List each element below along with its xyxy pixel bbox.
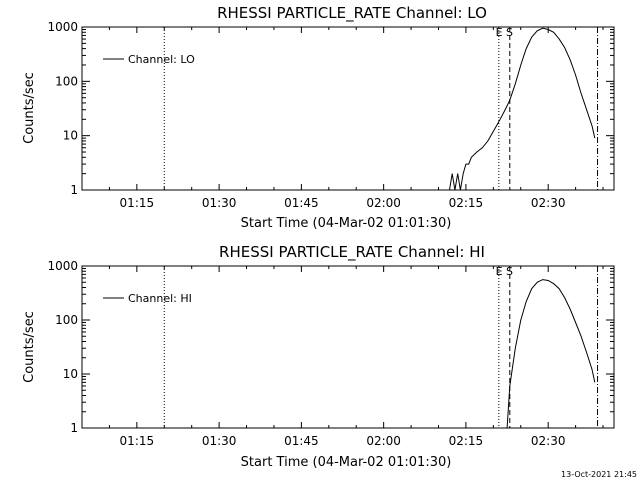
axis-ticks-lo: 01:15 01:30 01:45 02:00 02:15 02:30 1 10 100 1000	[47, 20, 614, 210]
marker-lines-lo	[163, 27, 599, 190]
x-tick-label: 02:15	[449, 196, 484, 210]
plot-frame-hi	[81, 265, 615, 429]
event-label-hi: E S	[496, 265, 513, 278]
x-tick-label: 02:30	[531, 434, 566, 448]
y-tick-label: 100	[55, 313, 78, 327]
x-tick-label: 02:30	[531, 196, 566, 210]
y-tick-label: 1000	[47, 20, 78, 34]
y-tick-label: 1000	[47, 259, 78, 273]
y-tick-label: 1	[70, 421, 78, 435]
plot-frame-lo	[81, 26, 615, 191]
y-tick-label: 10	[63, 367, 78, 381]
title-hi: RHESSI PARTICLE_RATE Channel: HI	[219, 243, 485, 262]
y-tick-label: 100	[55, 74, 78, 88]
title-lo: RHESSI PARTICLE_RATE Channel: LO	[217, 4, 487, 23]
legend-hi: Channel: HI	[103, 292, 192, 305]
series-hi	[506, 279, 596, 429]
xlabel-lo: Start Time (04-Mar-02 01:01:30)	[241, 216, 452, 231]
x-tick-label: 01:45	[284, 434, 319, 448]
x-tick-label: 01:45	[284, 196, 319, 210]
x-tick-label: 01:30	[202, 196, 237, 210]
timestamp: 13-Oct-2021 21:45	[561, 470, 637, 479]
ylabel-lo: Counts/sec	[22, 72, 37, 144]
x-tick-label: 02:00	[366, 434, 401, 448]
panel-lo: RHESSI PARTICLE_RATE Channel: LO Counts/…	[22, 4, 615, 231]
series-line	[506, 279, 596, 429]
axis-ticks-hi: 01:15 01:30 01:45 02:00 02:15 02:30 1 10 100 1000	[47, 259, 614, 448]
legend-entry-lo: Channel: LO	[128, 53, 195, 66]
x-tick-label: 01:15	[120, 196, 155, 210]
x-tick-label: 02:15	[449, 434, 484, 448]
series-line	[449, 27, 596, 191]
legend-lo: Channel: LO	[103, 53, 195, 66]
x-tick-label: 01:30	[202, 434, 237, 448]
y-tick-label: 1	[70, 183, 78, 197]
y-tick-label: 10	[63, 129, 78, 143]
ylabel-hi: Counts/sec	[22, 311, 37, 383]
marker-lines-hi	[163, 266, 599, 428]
xlabel-hi: Start Time (04-Mar-02 01:01:30)	[241, 455, 452, 470]
series-lo	[449, 27, 596, 191]
event-label-lo: E S	[496, 26, 513, 39]
x-tick-label: 01:15	[120, 434, 155, 448]
panel-hi: RHESSI PARTICLE_RATE Channel: HI Counts/…	[22, 243, 615, 470]
legend-entry-hi: Channel: HI	[128, 292, 192, 305]
x-tick-label: 02:00	[366, 196, 401, 210]
